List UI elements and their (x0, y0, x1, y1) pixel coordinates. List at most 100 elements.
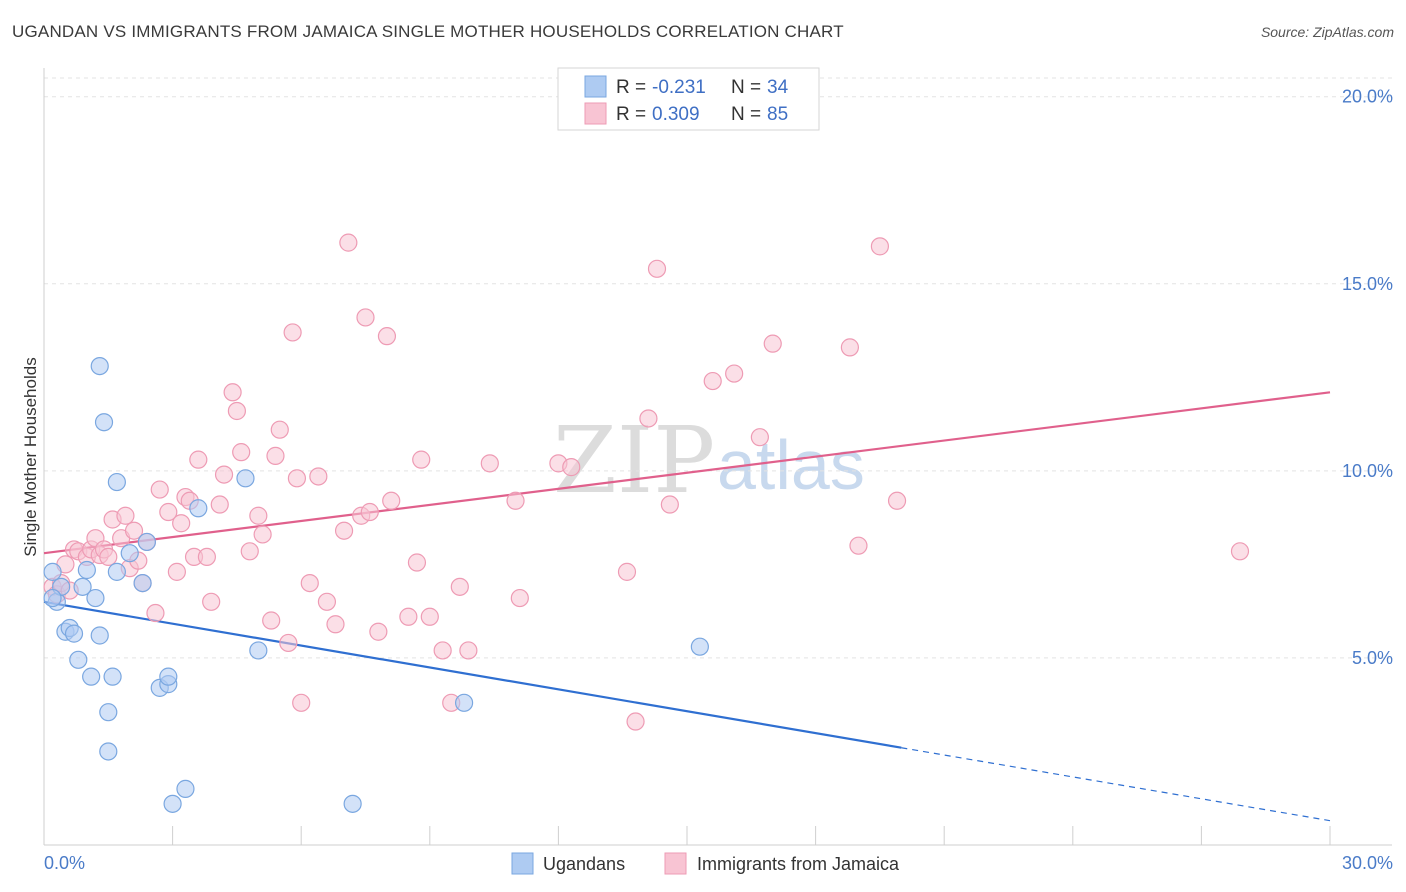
trend-lines (43, 391, 1331, 822)
jamaica-point (287, 469, 307, 488)
jamaica-point (197, 547, 216, 567)
ugandans-point (90, 356, 109, 376)
jamaica-point (369, 622, 388, 641)
ugandans-point (90, 626, 109, 645)
ugandans-point (120, 544, 139, 563)
jamaica-point (300, 573, 319, 593)
ugandans-point (82, 667, 101, 686)
jamaica-point (172, 514, 191, 533)
y-tick-label: 5.0% (1352, 648, 1393, 668)
jamaica-point (99, 547, 118, 567)
ugandans-point (107, 472, 126, 492)
ugandans-point (343, 794, 362, 813)
jamaica-point (124, 521, 144, 540)
jamaica-point (750, 428, 769, 447)
jamaica-point (459, 641, 478, 660)
legend-r-value-1: -0.231 (652, 77, 706, 98)
legend-r-value-2: 0.309 (652, 104, 700, 125)
jamaica-point (763, 334, 782, 353)
jamaica-point (266, 446, 285, 465)
legend-r-label-2: R = (616, 104, 646, 125)
legend-swatch-jamaica (584, 102, 607, 125)
jamaica-point (647, 259, 667, 278)
jamaica-point (150, 480, 169, 499)
jamaica-point (420, 607, 439, 626)
bottom-legend-jamaica: Immigrants from Jamaica (697, 854, 900, 874)
bottom-legend-ugandans: Ugandans (543, 854, 625, 874)
ugandans-point (107, 562, 126, 581)
jamaica-point (227, 401, 246, 421)
jamaica-point (870, 237, 890, 256)
ugandans-point (77, 560, 96, 580)
legend-n-label-2: N = (731, 104, 761, 125)
jamaica-point (510, 588, 529, 608)
bottom-legend-swatch-ugandans (511, 852, 534, 875)
jamaica-point (270, 420, 289, 439)
jamaica-point (202, 592, 221, 611)
jamaica-point (412, 450, 431, 469)
legend-n-value-1: 34 (767, 77, 789, 98)
jamaica-point (506, 491, 525, 510)
jamaica-point (253, 525, 272, 544)
legend-r-label-1: R = (616, 77, 646, 98)
jamaica-point (660, 495, 679, 514)
jamaica-point (232, 443, 251, 462)
bottom-legend: Ugandans Immigrants from Jamaica (511, 852, 900, 875)
jamaica-point (214, 465, 234, 484)
jamaica-point (292, 693, 311, 712)
ugandans-point (137, 532, 156, 552)
jamaica-point (399, 607, 418, 626)
jamaica-point (223, 383, 242, 402)
ugandans-point (163, 794, 182, 813)
ugandans-point (94, 413, 114, 432)
ugandans-point (43, 588, 62, 608)
ugandans-point (189, 499, 208, 518)
ugandans-trend-line (43, 600, 902, 749)
gridlines (44, 77, 1392, 659)
ugandans-point (249, 641, 268, 660)
jamaica-point (309, 467, 328, 486)
jamaica-point (450, 577, 469, 596)
ugandans-point (64, 624, 84, 643)
jamaica-point (240, 542, 259, 561)
legend-n-value-2: 85 (767, 104, 788, 125)
jamaica-point (116, 506, 135, 525)
y-axis-title: Single Mother Households (21, 357, 40, 556)
jamaica-point (356, 308, 375, 327)
jamaica-point (339, 233, 358, 252)
ugandans-trend-extension (901, 747, 1331, 822)
jamaica-point (849, 536, 868, 555)
ugandans-point (69, 650, 88, 669)
ugandans-point (690, 637, 709, 656)
jamaica-point (407, 553, 427, 572)
ugandans-point (86, 588, 105, 608)
jamaica-point (703, 371, 722, 391)
jamaica-point (317, 592, 337, 611)
y-tick-label: 20.0% (1342, 87, 1393, 107)
jamaica-point (334, 521, 354, 540)
jamaica-point (840, 338, 859, 357)
ugandans-point (99, 703, 118, 722)
jamaica-point (210, 495, 229, 514)
ugandans-point (236, 469, 255, 488)
jamaica-point (283, 323, 302, 342)
jamaica-point (725, 364, 744, 383)
x-tick-label: 0.0% (44, 853, 85, 873)
ugandans-point (133, 573, 152, 593)
jamaica-point (146, 603, 165, 623)
jamaica-point (433, 641, 452, 660)
jamaica-point (887, 491, 907, 510)
watermark-atlas: atlas (717, 426, 865, 504)
jamaica-point (480, 454, 499, 473)
chart-title: UGANDAN VS IMMIGRANTS FROM JAMAICA SINGL… (12, 22, 844, 41)
jamaica-point (189, 450, 208, 469)
watermark-zip: ZIP (553, 407, 715, 514)
ugandans-point (159, 667, 178, 686)
jamaica-point (617, 562, 637, 581)
jamaica-trend-line (43, 391, 1331, 555)
jamaica-point (626, 712, 645, 731)
ugandans-point (43, 562, 62, 581)
axes: 5.0% 10.0% 15.0% 20.0% 0.0% 30.0% (43, 68, 1393, 873)
jamaica-point (279, 633, 298, 653)
